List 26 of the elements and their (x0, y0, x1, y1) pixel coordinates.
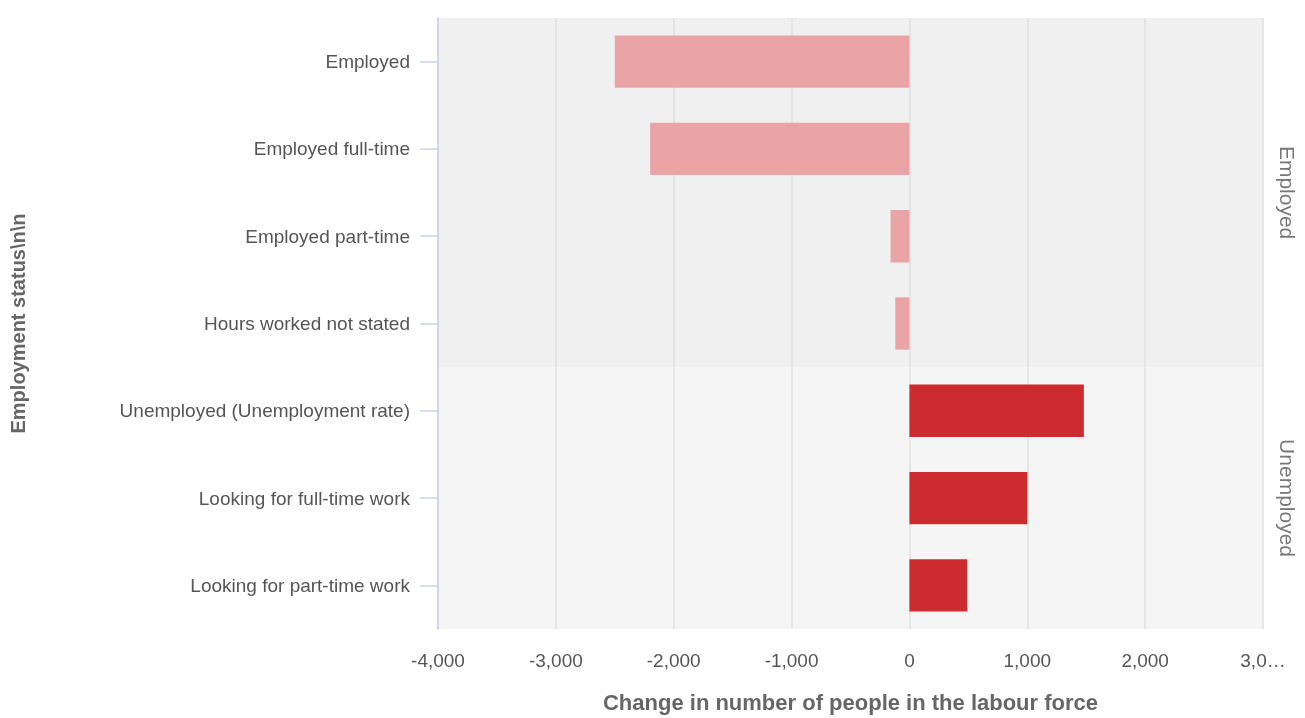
bar (890, 210, 910, 263)
y-tick-label: Employed part-time (245, 225, 410, 247)
x-tick-label: 1,000 (1003, 650, 1052, 671)
x-tick-label: -4,000 (411, 650, 465, 671)
bar (895, 297, 910, 350)
bar (909, 384, 1084, 437)
y-tick-label: Unemployed (Unemployment rate) (119, 400, 410, 422)
y-tick-label: Looking for full-time work (198, 487, 411, 509)
bar (909, 559, 968, 612)
x-tick-label: -1,000 (764, 650, 819, 671)
x-tick-label: 0 (904, 650, 915, 671)
x-axis-title: Change in number of people in the labour force (602, 689, 1099, 715)
y-tick-label: Looking for part-time work (190, 574, 411, 596)
y-axis-title: Employment status\n\n (7, 213, 29, 434)
x-tick-label: -2,000 (646, 650, 701, 671)
y-tick-label: Employed (325, 51, 410, 73)
band-label: Employed (1275, 145, 1299, 240)
x-tick-label: 3,0… (1240, 650, 1286, 671)
x-tick-label: -3,000 (528, 650, 583, 671)
bar (650, 122, 910, 176)
x-tick-label: 2,000 (1121, 650, 1169, 671)
y-tick-label: Employed full-time (253, 138, 410, 160)
y-tick-label: Hours worked not stated (204, 313, 410, 334)
bar (614, 35, 910, 88)
bar (909, 471, 1028, 525)
band-label: Unemployed (1275, 439, 1299, 558)
